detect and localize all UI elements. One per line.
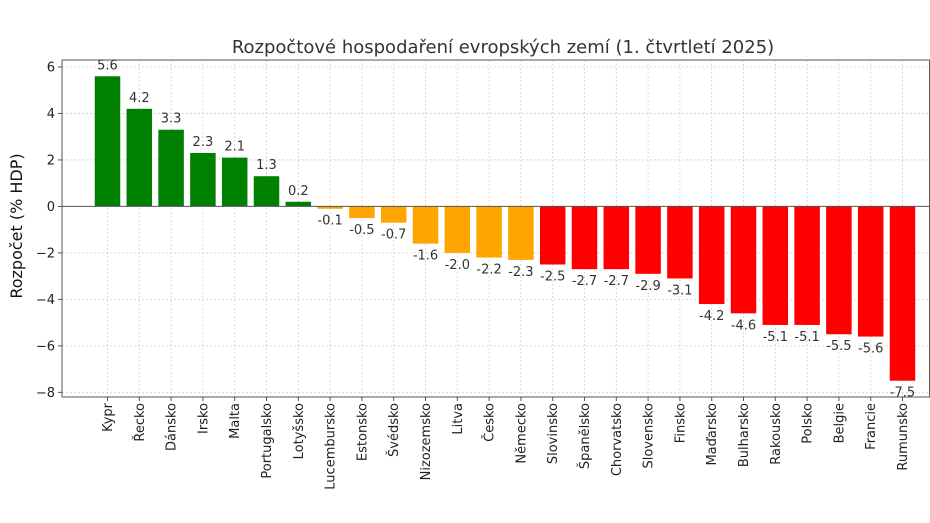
x-tick-label: Rakousko [769,403,784,465]
x-tick-label: Irsko [196,403,211,434]
y-tick-label: 2 [47,153,55,168]
x-tick-label: Estonsko [355,403,370,461]
y-axis-label: Rozpočet (% HDP) [7,153,26,298]
data-label: -2.9 [635,279,660,294]
bars [94,76,916,381]
bar [221,157,248,207]
bar [126,108,153,207]
x-tick-label: Řecko [132,403,148,442]
data-label: -2.3 [508,265,533,280]
bar [857,206,884,337]
x-tick-label: Španělsko [577,403,593,469]
data-label: -4.6 [731,318,756,333]
data-label: 3.3 [161,112,182,127]
x-tick-label: Bulharsko [737,403,752,467]
y-tick-label: −8 [36,386,55,401]
x-tick-label: Portugalsko [260,403,275,479]
bar [508,206,534,260]
data-label: -2.2 [476,263,501,278]
bar [349,206,375,219]
x-tick-label: Kypr [101,402,116,432]
data-label: -2.7 [604,274,629,289]
x-tick-label: Chorvatsko [610,403,625,476]
bar [603,206,630,270]
bar [444,206,471,253]
x-tick-label: Litva [451,403,466,435]
bar [698,206,725,305]
bar [635,206,661,274]
bar [476,206,502,258]
x-tick-label: Finsko [673,403,688,443]
data-label: -0.1 [317,214,342,229]
x-tick-label: Francie [864,403,879,450]
data-label: -5.1 [763,330,788,345]
x-tick-label: Lotyšsko [292,403,307,459]
y-tick-label: −2 [36,246,55,261]
data-label: 2.3 [193,135,214,150]
x-tick-label: Nizozemsko [419,403,434,480]
x-tick-label: Malta [228,403,243,439]
data-label: -3.1 [667,283,692,298]
x-tick-label: Rumunsko [896,403,911,471]
x-tick-label: Lucembursko [324,403,339,490]
x-tick-label: Maďarsko [705,403,720,466]
bar [412,206,439,244]
data-label: 4.2 [129,91,150,106]
x-tick-label: Slovinsko [546,403,561,464]
value-labels: 5.6 4.2 3.3 2.3 2.1 1.3 0.2 -0.1 -0.5 -0.7 -1.6 -2.… [97,58,915,400]
data-label: -5.1 [794,330,819,345]
data-label: -0.5 [349,223,374,238]
x-tick-label: Polsko [801,403,816,444]
bar [94,76,121,207]
bar [762,206,789,325]
y-tick-label: −6 [36,339,55,354]
data-label: 2.1 [224,140,245,155]
bar [889,206,916,381]
x-tick-label: Dánsko [165,403,180,451]
bar [190,152,216,207]
data-label: -2.5 [540,270,565,285]
x-tick-label: Slovensko [642,403,657,469]
data-label: -7.5 [890,386,915,401]
bar [285,201,312,207]
x-tick-label: Německo [514,403,529,464]
bar [667,206,693,279]
data-label: 0.2 [288,184,309,199]
data-label: -4.2 [699,309,724,324]
bar [539,206,566,265]
data-label: -5.6 [858,342,883,357]
x-tick-label: Švédsko [386,403,402,457]
bar [158,129,184,207]
bar [571,206,598,270]
y-ticks: −8 −6 −4 −2 0 2 4 6 [36,60,62,401]
y-tick-label: 4 [47,107,55,122]
data-label: 1.3 [256,158,277,173]
bar [826,206,852,335]
x-ticks: Kypr Řecko Dánsko Irsko Malta Portugalsko Loty… [101,397,911,490]
bar [730,206,757,314]
x-tick-label: Česko [482,403,498,442]
data-label: -5.5 [826,339,851,354]
data-label: -0.7 [381,228,406,243]
y-tick-label: −4 [36,293,55,308]
bar [317,206,343,209]
data-label: 5.6 [97,58,118,73]
data-label: -2.7 [572,274,597,289]
y-tick-label: 0 [47,200,55,215]
bar [794,206,820,325]
chart-title: Rozpočtové hospodaření evropských zemí (… [232,37,774,58]
data-label: -1.6 [413,249,438,264]
bar [380,206,407,223]
bar [253,176,280,207]
y-tick-label: 6 [47,60,55,75]
x-tick-label: Belgie [832,403,847,443]
data-label: -2.0 [445,258,470,273]
